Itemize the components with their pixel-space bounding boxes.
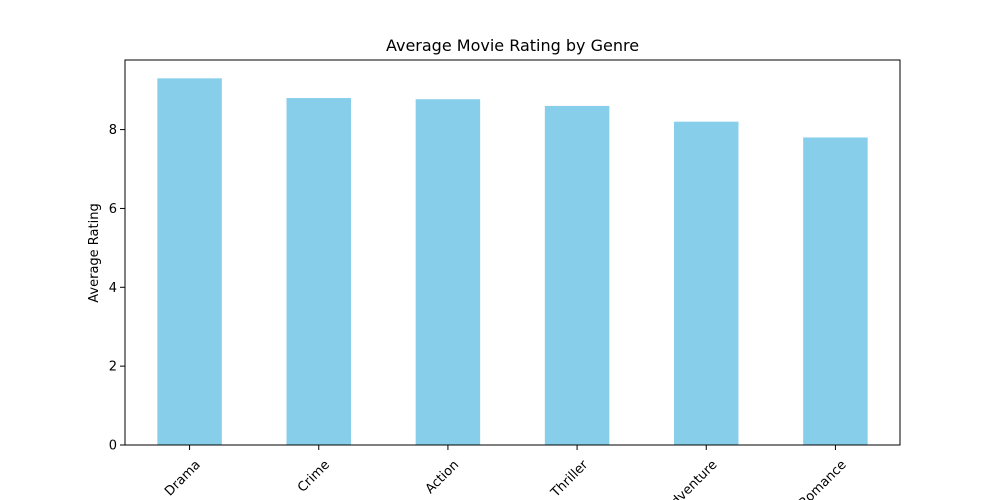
bars-layer [157,78,868,446]
y-tick-label: 8 [109,123,117,138]
bar-action [415,99,481,445]
plot-frame [124,59,901,446]
y-axis: 0 2 4 6 8 [109,123,125,454]
chart-title: Average Movie Rating by Genre [386,36,639,55]
bar-crime [286,98,351,446]
y-tick-label: 6 [109,202,117,217]
bar-romance [803,137,868,445]
bar-drama [157,78,222,445]
y-tick-label: 4 [109,281,117,296]
y-tick-label: 2 [109,360,117,375]
y-tick-label: 0 [109,439,117,454]
y-axis-label: Average Rating [87,203,102,302]
bar-thriller [544,105,610,446]
bar-adventure [674,121,739,445]
